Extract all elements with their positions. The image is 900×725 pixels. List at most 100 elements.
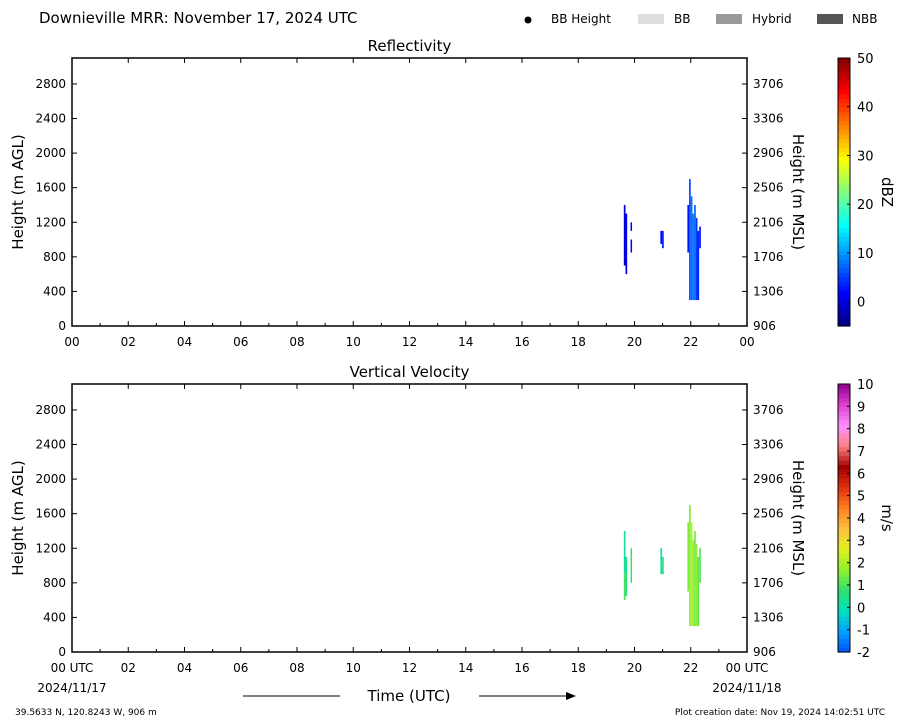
colorbar-segment <box>838 129 850 135</box>
data-cell <box>662 230 664 249</box>
colorbar-segment <box>838 607 850 613</box>
colorbar-segment <box>838 473 850 479</box>
y-tick-label: 2400 <box>35 112 66 126</box>
colorbar-segment <box>838 585 850 591</box>
legend-nbb-label: NBB <box>852 12 877 26</box>
figure-title: Downieville MRR: November 17, 2024 UTC <box>39 9 358 27</box>
colorbar-segment <box>838 107 850 113</box>
colorbar-segment <box>838 272 850 278</box>
x-tick-label: 12 <box>402 335 417 349</box>
data-cell <box>692 213 695 301</box>
colorbar-segment <box>838 75 850 81</box>
plot-frame <box>71 383 748 653</box>
colorbar-segment <box>838 571 850 577</box>
legend-bb-height-dot <box>524 16 532 24</box>
legend-bb-swatch <box>638 14 664 24</box>
colorbar-segment <box>838 424 850 430</box>
data-cell <box>623 574 626 601</box>
data-cell <box>697 556 700 627</box>
colorbar-segment <box>838 165 850 171</box>
y-tick-label: 800 <box>43 250 66 264</box>
data-cell <box>660 230 663 244</box>
y-right-axis-label: Height (m MSL) <box>789 460 807 576</box>
colorbar-segment <box>838 187 850 193</box>
colorbar-tick-label: 0 <box>857 601 865 616</box>
colorbar-segment <box>838 299 850 305</box>
colorbar-segment <box>838 232 850 238</box>
colorbar-segment <box>838 446 850 452</box>
colorbar-segment <box>838 209 850 215</box>
x-tick-label: 20 <box>627 661 642 675</box>
colorbar-segment <box>838 174 850 180</box>
data-cell <box>692 539 695 627</box>
colorbar-segment <box>838 120 850 126</box>
colorbar-segment <box>838 598 850 604</box>
colorbar-segment <box>838 80 850 86</box>
colorbar-tick-label: 10 <box>857 247 874 262</box>
colorbar-segment <box>838 442 850 448</box>
y-right-tick-label: 3706 <box>753 403 784 417</box>
x-tick-label: 18 <box>571 661 586 675</box>
data-cell <box>694 204 696 301</box>
colorbar-segment <box>838 531 850 537</box>
data-cell <box>695 543 698 627</box>
colorbar-segment <box>838 513 850 519</box>
colorbar-segment <box>838 308 850 314</box>
y-tick-label: 400 <box>43 284 66 298</box>
colorbar-segment <box>838 643 850 649</box>
x-tick-label: 08 <box>289 661 304 675</box>
colorbar-tick-label: 40 <box>857 101 874 116</box>
colorbar-tick-label: 5 <box>857 490 865 505</box>
colorbar-segment <box>838 629 850 635</box>
data-cell <box>694 530 696 627</box>
data-cell <box>623 256 626 266</box>
colorbar-segment <box>838 464 850 470</box>
colorbar-tick-label: 30 <box>857 149 874 164</box>
colorbar-segment <box>838 200 850 206</box>
y-tick-label: 400 <box>43 610 66 624</box>
colorbar-tick-label: 6 <box>857 467 865 482</box>
y-right-tick-label: 2106 <box>753 541 784 555</box>
y-right-tick-label: 1306 <box>753 284 784 298</box>
colorbar-segment <box>838 522 850 528</box>
colorbar-label: dBZ <box>878 177 896 207</box>
y-right-tick-label: 2906 <box>753 472 784 486</box>
colorbar-tick-label: 8 <box>857 423 865 438</box>
colorbar-segment <box>838 549 850 555</box>
data-cell <box>687 204 690 253</box>
colorbar-segment <box>838 192 850 198</box>
y-tick-label: 800 <box>43 576 66 590</box>
legend-bb-height-label: BB Height <box>551 12 611 26</box>
colorbar-segment <box>838 169 850 175</box>
colorbar-segment <box>838 196 850 202</box>
colorbar-segment <box>838 178 850 184</box>
colorbar-segment <box>838 156 850 162</box>
x-tick-label: 14 <box>458 335 473 349</box>
legend-nbb-swatch <box>817 14 843 24</box>
colorbar-segment <box>838 218 850 224</box>
colorbar-tick-label: 50 <box>857 52 874 67</box>
colorbar-segment <box>838 250 850 256</box>
x-tick-label: 22 <box>683 335 698 349</box>
x-tick-label: 16 <box>514 661 529 675</box>
colorbar-segment <box>838 321 850 327</box>
colorbar-segment <box>838 241 850 247</box>
data-cell <box>689 505 691 627</box>
panel-title: Vertical Velocity <box>350 363 470 381</box>
colorbar-segment <box>838 138 850 144</box>
x-tick-label: 22 <box>683 661 698 675</box>
x-tick-label: 10 <box>346 661 361 675</box>
creation-date-label: Plot creation date: Nov 19, 2024 14:02:5… <box>675 708 885 718</box>
colorbar-segment <box>838 634 850 640</box>
y-tick-label: 2000 <box>35 472 66 486</box>
colorbar-segment <box>838 535 850 541</box>
y-tick-label: 1200 <box>35 541 66 555</box>
colorbar-segment <box>838 254 850 260</box>
colorbar-segment <box>838 388 850 394</box>
colorbar-segment <box>838 89 850 95</box>
colorbar-segment <box>838 415 850 421</box>
colorbar-label: m/s <box>878 504 896 532</box>
colorbar-segment <box>838 540 850 546</box>
colorbar-tick-label: 10 <box>857 378 874 393</box>
